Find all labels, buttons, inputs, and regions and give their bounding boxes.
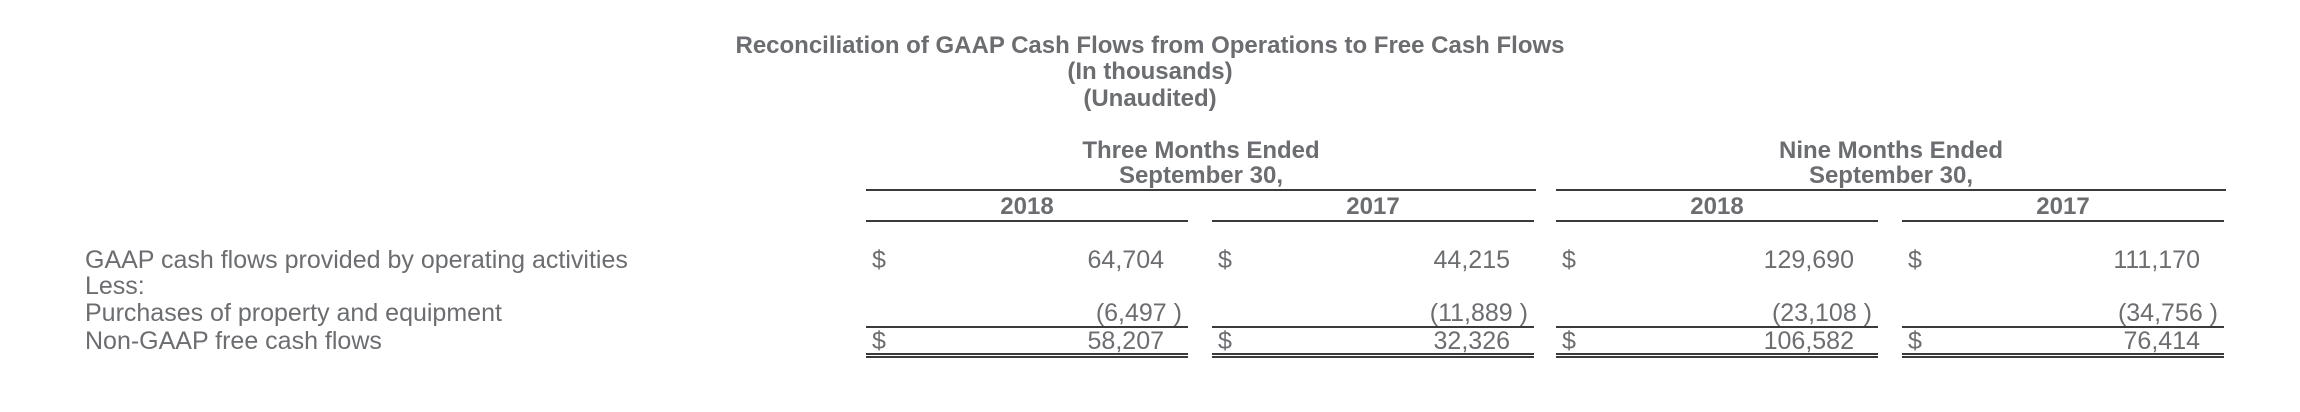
- year-rule: [1556, 220, 1878, 222]
- year-rule: [1902, 220, 2224, 222]
- currency-symbol: $: [872, 327, 886, 355]
- total-double-rule: [1212, 353, 1534, 358]
- purchases-cell: (23,108 ): [1771, 299, 1872, 327]
- total-double-rule: [1902, 353, 2224, 358]
- period-rule: [1556, 189, 2226, 191]
- free-cash-cell: 32,326: [1433, 327, 1510, 355]
- row-label-free-cash-flows: Non-GAAP free cash flows: [85, 327, 382, 355]
- currency-symbol: $: [1908, 246, 1922, 274]
- subtotal-rule: [866, 326, 1188, 328]
- report-audit-status: (Unaudited): [1083, 85, 1217, 112]
- free-cash-cell: 106,582: [1763, 327, 1854, 355]
- currency-symbol: $: [1218, 327, 1232, 355]
- operating-cell: 64,704: [1087, 246, 1164, 274]
- subtotal-rule: [1902, 326, 2224, 328]
- total-double-rule: [1556, 353, 1878, 358]
- operating-cell: 44,215: [1433, 246, 1510, 274]
- operating-cell: 129,690: [1763, 246, 1854, 274]
- free-cash-cell: 76,414: [2123, 327, 2200, 355]
- purchases-cell: (6,497 ): [1095, 299, 1182, 327]
- currency-symbol: $: [1908, 327, 1922, 355]
- operating-cell: 111,170: [2113, 246, 2200, 274]
- year-header: 2018: [1690, 193, 1744, 220]
- currency-symbol: $: [872, 246, 886, 274]
- total-double-rule: [866, 353, 1188, 358]
- subtotal-rule: [1212, 326, 1534, 328]
- year-rule: [866, 220, 1188, 222]
- free-cash-cell: 58,207: [1087, 327, 1164, 355]
- year-rule: [1212, 220, 1534, 222]
- currency-symbol: $: [1562, 246, 1576, 274]
- currency-symbol: $: [1562, 327, 1576, 355]
- period-header-nine-months-date: September 30,: [1808, 162, 1974, 189]
- period-rule: [866, 189, 1536, 191]
- currency-symbol: $: [1218, 246, 1232, 274]
- report-units: (In thousands): [1067, 58, 1233, 85]
- purchases-cell: (34,756 ): [2117, 299, 2218, 327]
- period-header-three-months-date: September 30,: [1118, 162, 1284, 189]
- period-header-nine-months: Nine Months Ended: [1779, 137, 2003, 164]
- purchases-cell: (11,889 ): [1429, 299, 1528, 327]
- row-label-purchases: Purchases of property and equipment: [85, 299, 502, 327]
- subtotal-rule: [1556, 326, 1878, 328]
- year-header: 2017: [2036, 193, 2090, 220]
- row-label-operating-cash-flows: GAAP cash flows provided by operating ac…: [85, 246, 628, 274]
- row-label-less: Less:: [85, 272, 145, 300]
- year-header: 2018: [1000, 193, 1054, 220]
- period-header-three-months: Three Months Ended: [1082, 137, 1320, 164]
- report-title: Reconciliation of GAAP Cash Flows from O…: [735, 32, 1565, 59]
- year-header: 2017: [1346, 193, 1400, 220]
